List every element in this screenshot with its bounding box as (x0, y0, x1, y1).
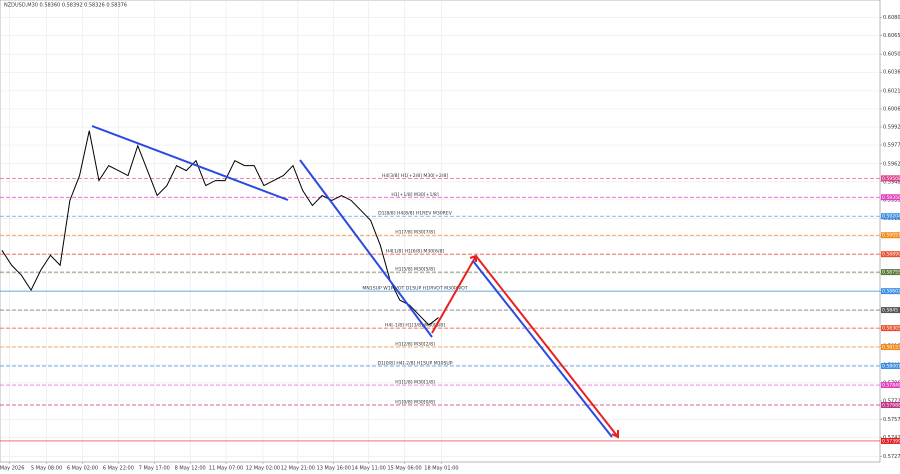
level-label: H4[1/8] H1[6/8] M30[6/8] (386, 249, 445, 255)
price-tag (881, 401, 900, 408)
price-tag-label: 0.58001 (882, 363, 900, 369)
price-tag-label: 0.58602 (882, 289, 900, 295)
level-label: H1[7/8] M30[7/8] (395, 230, 435, 236)
x-tick-label: 6 May 22:00 (103, 466, 134, 472)
price-tag-label: 0.58153 (882, 345, 900, 351)
price-line (1, 130, 439, 326)
price-tag (881, 288, 900, 295)
price-tag-label: 0.58305 (882, 326, 900, 332)
price-tag (881, 251, 900, 258)
price-tag-label: 0.59356 (882, 195, 900, 201)
price-tag-label: 0.57399 (882, 438, 900, 444)
price-tag (881, 213, 900, 220)
price-tag (881, 307, 900, 314)
price-tag (881, 437, 900, 444)
price-tag-label: 0.58899 (882, 252, 900, 258)
price-tag (881, 194, 900, 201)
level-label: H1[5/8] M30[5/8] (395, 267, 435, 273)
y-tick-label: 0.57275 (883, 454, 900, 460)
price-tag (881, 269, 900, 276)
price-tag (881, 344, 900, 351)
level-label: H1[+1/8] M30[+1/8] (391, 192, 439, 198)
projection-down (472, 260, 613, 438)
projection-down (475, 255, 619, 438)
level-label: MN1SUP W1PIVOT D1SUP H1PIVOT M30PIVOT (362, 286, 467, 292)
trend-line (91, 125, 289, 201)
y-tick-label: 0.60065 (883, 106, 900, 112)
y-tick-label: 0.59775 (883, 143, 900, 149)
level-label: H4[3/8] H1[+2/8] M30[+2/8] (382, 173, 448, 179)
level-label: H1[0/8] M30[0/8] (395, 399, 435, 405)
x-tick-label: 7 May 17:00 (139, 466, 170, 472)
price-tag-label: 0.59508 (882, 176, 900, 182)
y-tick-label: 0.59335 (883, 197, 900, 203)
price-tag-label: 0.59051 (882, 233, 900, 239)
x-tick-label: 12 May 21:00 (281, 466, 315, 472)
level-label: H1[2/8] M30[2/8] (395, 342, 435, 348)
level-label: H1[1/8] M30[1/8] (395, 380, 435, 386)
x-tick-label: 15 May 06:00 (387, 466, 421, 472)
level-label: D1[8/8] H4[8/8] H1REV M30REV (378, 211, 453, 217)
price-tag (881, 362, 900, 369)
y-tick-label: 0.60505 (883, 52, 900, 58)
x-tick-label: 11 May 07:00 (209, 466, 243, 472)
x-tick-label: 13 May 16:00 (317, 466, 351, 472)
levels: H4[3/8] H1[+2/8] M30[+2/8] H1[+1/8] M30[+… (0, 173, 880, 442)
x-tick-label: 8 May 12:00 (175, 466, 206, 472)
arrow-head (611, 430, 619, 439)
price-tag-label: 0.5845 (882, 308, 898, 314)
price-tag-label: 0.58755 (882, 270, 900, 276)
y-tick-label: 0.60655 (883, 33, 900, 39)
price-tag (881, 175, 900, 182)
chart-title: NZDUSD,M30 0.58360 0.58392 0.58326 0.583… (4, 3, 127, 9)
y-tick-label: 0.59625 (883, 161, 900, 167)
price-tag (881, 382, 900, 389)
plot-frame (0, 0, 881, 463)
x-tick-label: 14 May 11:00 (352, 466, 386, 472)
x-tick-label: 6 May 02:00 (67, 466, 98, 472)
projection-up (431, 255, 477, 334)
x-tick-label: 12 May 02:00 (246, 466, 280, 472)
x-tick-label: 5 May 08:00 (31, 466, 62, 472)
level-label: D1[0/8] H4[-2/8] H1SUP M30SUP (377, 360, 452, 366)
price-tag-label: 0.57848 (882, 383, 900, 389)
level-label: H4[-1/8] H1[3/8] M30[3/8] (385, 323, 445, 329)
drawings (91, 125, 619, 439)
price-tag (881, 325, 900, 332)
price (1, 130, 439, 326)
x-tick-label: 18 May 01:00 (424, 466, 458, 472)
price-tag (881, 232, 900, 239)
x-tick-label: 4 May 2026 (0, 466, 24, 472)
price-tag-label: 0.57688 (882, 402, 900, 408)
price-tag-label: 0.59204 (882, 214, 900, 220)
trend-line (299, 159, 433, 338)
